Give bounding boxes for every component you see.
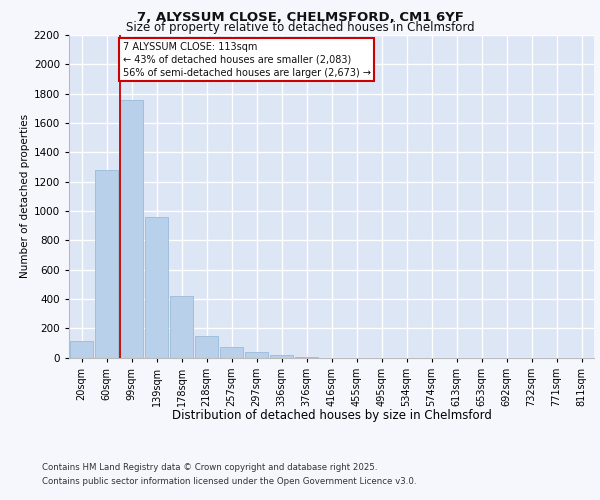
Bar	[145, 217, 168, 358]
Bar	[70, 342, 93, 357]
Bar	[195, 336, 218, 357]
Bar	[95, 170, 118, 358]
Bar	[220, 347, 243, 358]
Text: 7 ALYSSUM CLOSE: 113sqm
← 43% of detached houses are smaller (2,083)
56% of semi: 7 ALYSSUM CLOSE: 113sqm ← 43% of detache…	[123, 42, 371, 78]
Y-axis label: Number of detached properties: Number of detached properties	[20, 114, 29, 278]
Bar	[295, 357, 318, 358]
X-axis label: Distribution of detached houses by size in Chelmsford: Distribution of detached houses by size …	[172, 409, 491, 422]
Text: Contains HM Land Registry data © Crown copyright and database right 2025.: Contains HM Land Registry data © Crown c…	[42, 464, 377, 472]
Bar	[120, 100, 143, 358]
Text: 7, ALYSSUM CLOSE, CHELMSFORD, CM1 6YF: 7, ALYSSUM CLOSE, CHELMSFORD, CM1 6YF	[137, 11, 463, 24]
Text: Size of property relative to detached houses in Chelmsford: Size of property relative to detached ho…	[125, 22, 475, 35]
Bar	[245, 352, 268, 358]
Bar	[170, 296, 193, 358]
Text: Contains public sector information licensed under the Open Government Licence v3: Contains public sector information licen…	[42, 477, 416, 486]
Bar	[270, 354, 293, 358]
